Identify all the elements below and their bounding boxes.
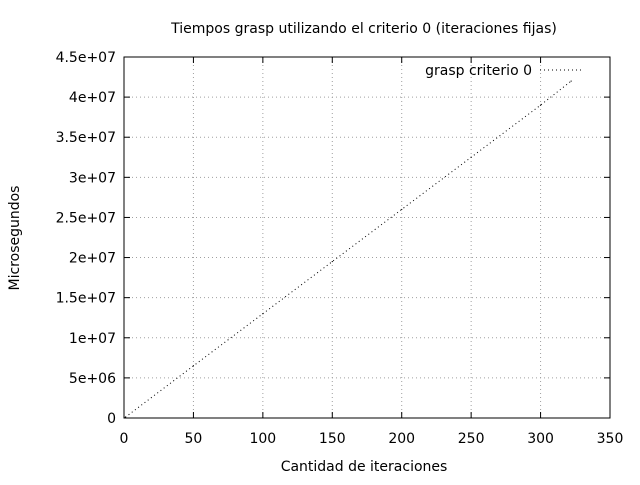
x-tick-label: 150 [319,431,346,447]
x-axis-label: Cantidad de iteraciones [281,459,448,475]
y-tick-label: 2.5e+07 [56,210,116,226]
data-point [470,156,472,158]
x-tick-label: 300 [527,431,554,447]
legend: grasp criterio 0 [425,63,582,79]
data-point [401,208,403,211]
axis-ticks: 0 50 100 150 200 250 300 350 0 5e+06 1e+07 1.5e+07 2… [56,50,624,447]
plot-frame [123,56,611,419]
data-point [262,313,264,315]
legend-label: grasp criterio 0 [425,63,532,79]
data-point [570,80,572,82]
y-tick-label: 1e+07 [69,331,116,347]
data-point [539,104,542,106]
x-tick-label: 100 [249,431,276,447]
y-tick-label: 4e+07 [69,90,116,106]
y-tick-label: 0 [107,411,116,427]
y-tick-label: 3.5e+07 [56,130,116,146]
y-tick-label: 5e+06 [69,371,116,387]
x-tick-label: 350 [597,431,624,447]
x-tick-label: 200 [388,431,415,447]
y-axis-label: Microsegundos [7,186,23,291]
chart-title: Tiempos grasp utilizando el criterio 0 (… [170,21,557,37]
data-point [192,365,195,367]
x-tick-label: 0 [120,431,129,447]
series-layer [124,80,572,418]
y-tick-label: 1.5e+07 [56,291,116,307]
grid [124,57,610,418]
x-tick-label: 50 [185,431,203,447]
y-tick-label: 4.5e+07 [56,50,116,66]
series-line [125,80,572,418]
data-point [124,416,126,418]
x-tick-label: 250 [458,431,485,447]
y-tick-label: 2e+07 [69,251,116,267]
data-point [331,260,333,263]
y-tick-label: 3e+07 [69,170,116,186]
